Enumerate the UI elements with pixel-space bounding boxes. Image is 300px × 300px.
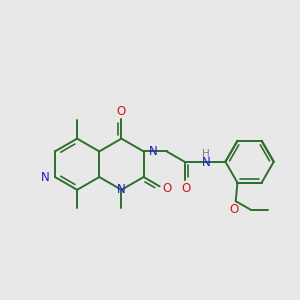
Text: N: N <box>40 170 50 184</box>
Text: N: N <box>148 145 157 158</box>
Text: N: N <box>202 156 211 169</box>
Text: O: O <box>181 182 190 195</box>
Text: O: O <box>163 182 172 195</box>
Text: N: N <box>117 183 126 196</box>
Text: O: O <box>117 105 126 118</box>
Text: O: O <box>229 203 239 216</box>
Text: H: H <box>202 149 210 159</box>
